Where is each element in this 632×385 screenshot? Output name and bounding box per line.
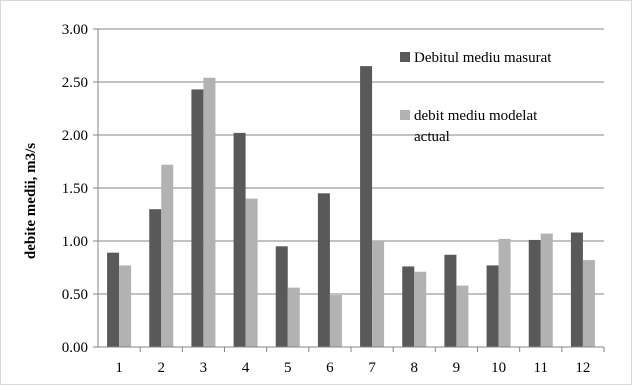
bar-measured-5 <box>275 246 288 347</box>
legend-label-measured: Debitul mediu masurat <box>414 50 552 66</box>
legend-swatch-measured <box>400 52 410 62</box>
bar-modeled-1 <box>119 265 132 347</box>
x-tick-label: 11 <box>534 360 548 376</box>
bar-modeled-9 <box>456 285 469 347</box>
bar-modeled-12 <box>582 260 595 347</box>
x-tick-label: 9 <box>453 360 461 376</box>
y-tick-label: 3.00 <box>62 22 88 38</box>
x-tick-label: 3 <box>200 360 208 376</box>
x-tick-label: 4 <box>242 360 250 376</box>
bar-measured-10 <box>486 265 499 347</box>
x-tick-label: 5 <box>284 360 292 376</box>
legend-label-modeled: debit mediu modelat actual <box>414 108 538 145</box>
y-tick-label: 1.50 <box>62 181 88 197</box>
x-tick-label: 2 <box>158 360 166 376</box>
bar-modeled-2 <box>161 164 174 347</box>
bar-measured-9 <box>444 254 457 347</box>
bar-measured-4 <box>233 132 246 347</box>
y-axis-ticks: 0.00 0.50 1.00 1.50 2.00 2.50 3.00 <box>62 22 98 356</box>
y-tick-label: 2.00 <box>62 128 88 144</box>
bar-modeled-6 <box>329 295 342 347</box>
bar-modeled-5 <box>287 287 300 347</box>
bar-measured-3 <box>191 89 204 348</box>
bar-measured-8 <box>402 266 415 347</box>
y-tick-label: 0.00 <box>62 340 88 356</box>
x-axis-ticks: 1 2 3 4 5 6 7 8 9 10 11 12 <box>115 347 605 376</box>
legend-swatch-modeled <box>400 110 410 120</box>
bar-measured-12 <box>570 232 583 347</box>
y-tick-label: 2.50 <box>62 75 88 91</box>
y-tick-label: 1.00 <box>62 234 88 250</box>
bar-modeled-4 <box>245 198 258 347</box>
bar-measured-2 <box>149 209 162 347</box>
bar-modeled-8 <box>414 271 427 347</box>
bar-modeled-11 <box>540 233 553 347</box>
bars <box>107 66 595 348</box>
bar-measured-1 <box>107 252 120 347</box>
y-axis-title: debite medii, m3/s <box>23 143 39 259</box>
x-tick-label: 6 <box>326 360 334 376</box>
y-tick-label: 0.50 <box>62 287 88 303</box>
bar-measured-6 <box>317 193 330 347</box>
bar-measured-11 <box>528 239 541 347</box>
bar-modeled-7 <box>372 241 385 347</box>
bar-modeled-10 <box>498 238 511 347</box>
x-tick-label: 7 <box>368 360 376 376</box>
bar-measured-7 <box>360 66 373 347</box>
x-tick-label: 10 <box>491 360 506 376</box>
legend: Debitul mediu masurat debit mediu modelat… <box>400 50 552 145</box>
x-tick-label: 1 <box>115 360 123 376</box>
x-tick-label: 8 <box>411 360 419 376</box>
bar-modeled-3 <box>203 77 216 347</box>
x-tick-label: 12 <box>575 360 590 376</box>
grid <box>98 28 604 295</box>
